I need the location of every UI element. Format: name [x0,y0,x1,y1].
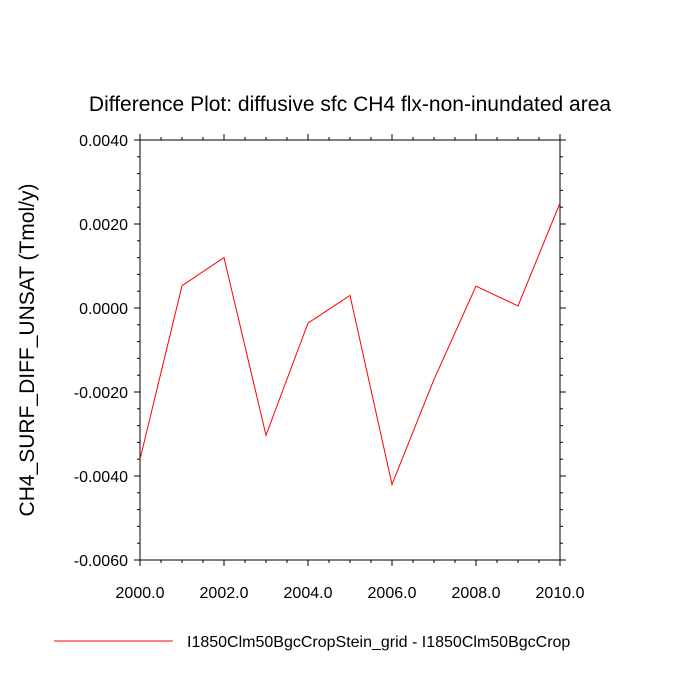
y-tick-label: 0.0000 [79,301,128,318]
y-tick-label: 0.0020 [79,217,128,234]
tick-marks [134,134,566,566]
y-tick-label: -0.0040 [74,469,128,486]
x-tick-label: 2002.0 [200,585,249,602]
x-tick-labels: 2000.0 2002.0 2004.0 2006.0 2008.0 2010.0 [116,585,585,602]
chart-title: Difference Plot: diffusive sfc CH4 flx-n… [89,93,611,116]
y-tick-label: -0.0020 [74,385,128,402]
plot-area: 2000.0 2002.0 2004.0 2006.0 2008.0 2010.0 -0.… [74,133,585,602]
series-line [139,202,561,487]
x-tick-label: 2010.0 [536,585,585,602]
series-lines [139,202,561,487]
x-tick-label: 2006.0 [368,585,417,602]
y-tick-label: -0.0060 [74,553,128,570]
legend: I1850Clm50BgcCropStein_grid - I1850Clm50… [54,634,570,651]
legend-label: I1850Clm50BgcCropStein_grid - I1850Clm50… [187,634,570,651]
y-tick-labels: -0.0060 -0.0040 -0.0020 0.0000 0.0020 0.0040 [74,133,128,570]
x-tick-label: 2004.0 [284,585,333,602]
x-tick-label: 2000.0 [116,585,165,602]
y-tick-label: 0.0040 [79,133,128,150]
plot-frame [139,139,561,561]
x-tick-label: 2008.0 [452,585,501,602]
y-axis-label: CH4_SURF_DIFF_UNSAT (Tmol/y) [16,184,39,517]
